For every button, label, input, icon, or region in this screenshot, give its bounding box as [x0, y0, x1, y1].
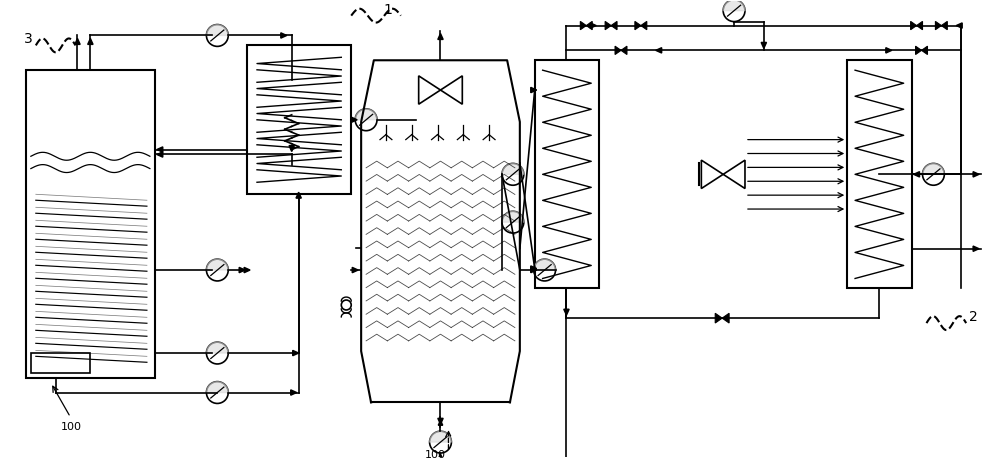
Polygon shape — [438, 454, 443, 459]
Polygon shape — [621, 47, 627, 56]
Bar — [535, 61, 599, 289]
Text: 2: 2 — [969, 309, 978, 324]
Polygon shape — [281, 34, 287, 39]
Polygon shape — [531, 266, 537, 272]
Polygon shape — [531, 268, 537, 273]
Polygon shape — [715, 313, 722, 323]
Bar — [31, 353, 90, 373]
Polygon shape — [438, 420, 443, 425]
Text: 100: 100 — [425, 449, 446, 459]
Polygon shape — [157, 152, 163, 158]
Polygon shape — [438, 34, 443, 40]
Polygon shape — [531, 88, 537, 94]
Polygon shape — [923, 164, 944, 175]
Polygon shape — [88, 39, 93, 45]
Polygon shape — [206, 342, 228, 353]
Polygon shape — [922, 47, 927, 56]
Polygon shape — [615, 47, 621, 56]
Text: 1: 1 — [383, 3, 392, 17]
Polygon shape — [605, 22, 611, 31]
Polygon shape — [564, 309, 569, 315]
Polygon shape — [157, 147, 163, 153]
Polygon shape — [590, 24, 596, 29]
Polygon shape — [206, 260, 228, 270]
Polygon shape — [206, 26, 228, 36]
Polygon shape — [534, 260, 556, 270]
Polygon shape — [723, 1, 745, 11]
Polygon shape — [973, 172, 979, 178]
Polygon shape — [206, 382, 228, 393]
Polygon shape — [973, 246, 979, 252]
Polygon shape — [911, 22, 917, 31]
Text: 100: 100 — [61, 421, 82, 431]
Polygon shape — [355, 110, 377, 121]
Polygon shape — [293, 351, 299, 356]
Polygon shape — [586, 22, 592, 31]
Polygon shape — [641, 22, 647, 31]
Polygon shape — [761, 43, 767, 49]
Polygon shape — [722, 313, 729, 323]
Polygon shape — [635, 22, 641, 31]
Bar — [247, 46, 351, 195]
Text: 3: 3 — [24, 32, 33, 46]
Bar — [26, 71, 155, 378]
Polygon shape — [656, 49, 662, 54]
Bar — [847, 61, 912, 289]
Polygon shape — [438, 419, 443, 424]
Polygon shape — [430, 431, 451, 442]
Polygon shape — [917, 22, 923, 31]
Polygon shape — [611, 22, 617, 31]
Polygon shape — [916, 47, 922, 56]
Polygon shape — [956, 24, 962, 29]
Polygon shape — [886, 49, 892, 54]
Polygon shape — [935, 22, 941, 31]
Polygon shape — [239, 268, 245, 273]
Polygon shape — [244, 268, 250, 273]
Polygon shape — [580, 22, 586, 31]
Polygon shape — [289, 146, 294, 152]
Polygon shape — [351, 118, 357, 123]
Polygon shape — [75, 39, 80, 45]
Polygon shape — [502, 212, 524, 223]
Polygon shape — [502, 164, 524, 175]
Polygon shape — [941, 22, 947, 31]
Polygon shape — [291, 390, 297, 395]
Polygon shape — [914, 172, 920, 178]
Polygon shape — [352, 268, 358, 273]
Polygon shape — [296, 193, 301, 199]
